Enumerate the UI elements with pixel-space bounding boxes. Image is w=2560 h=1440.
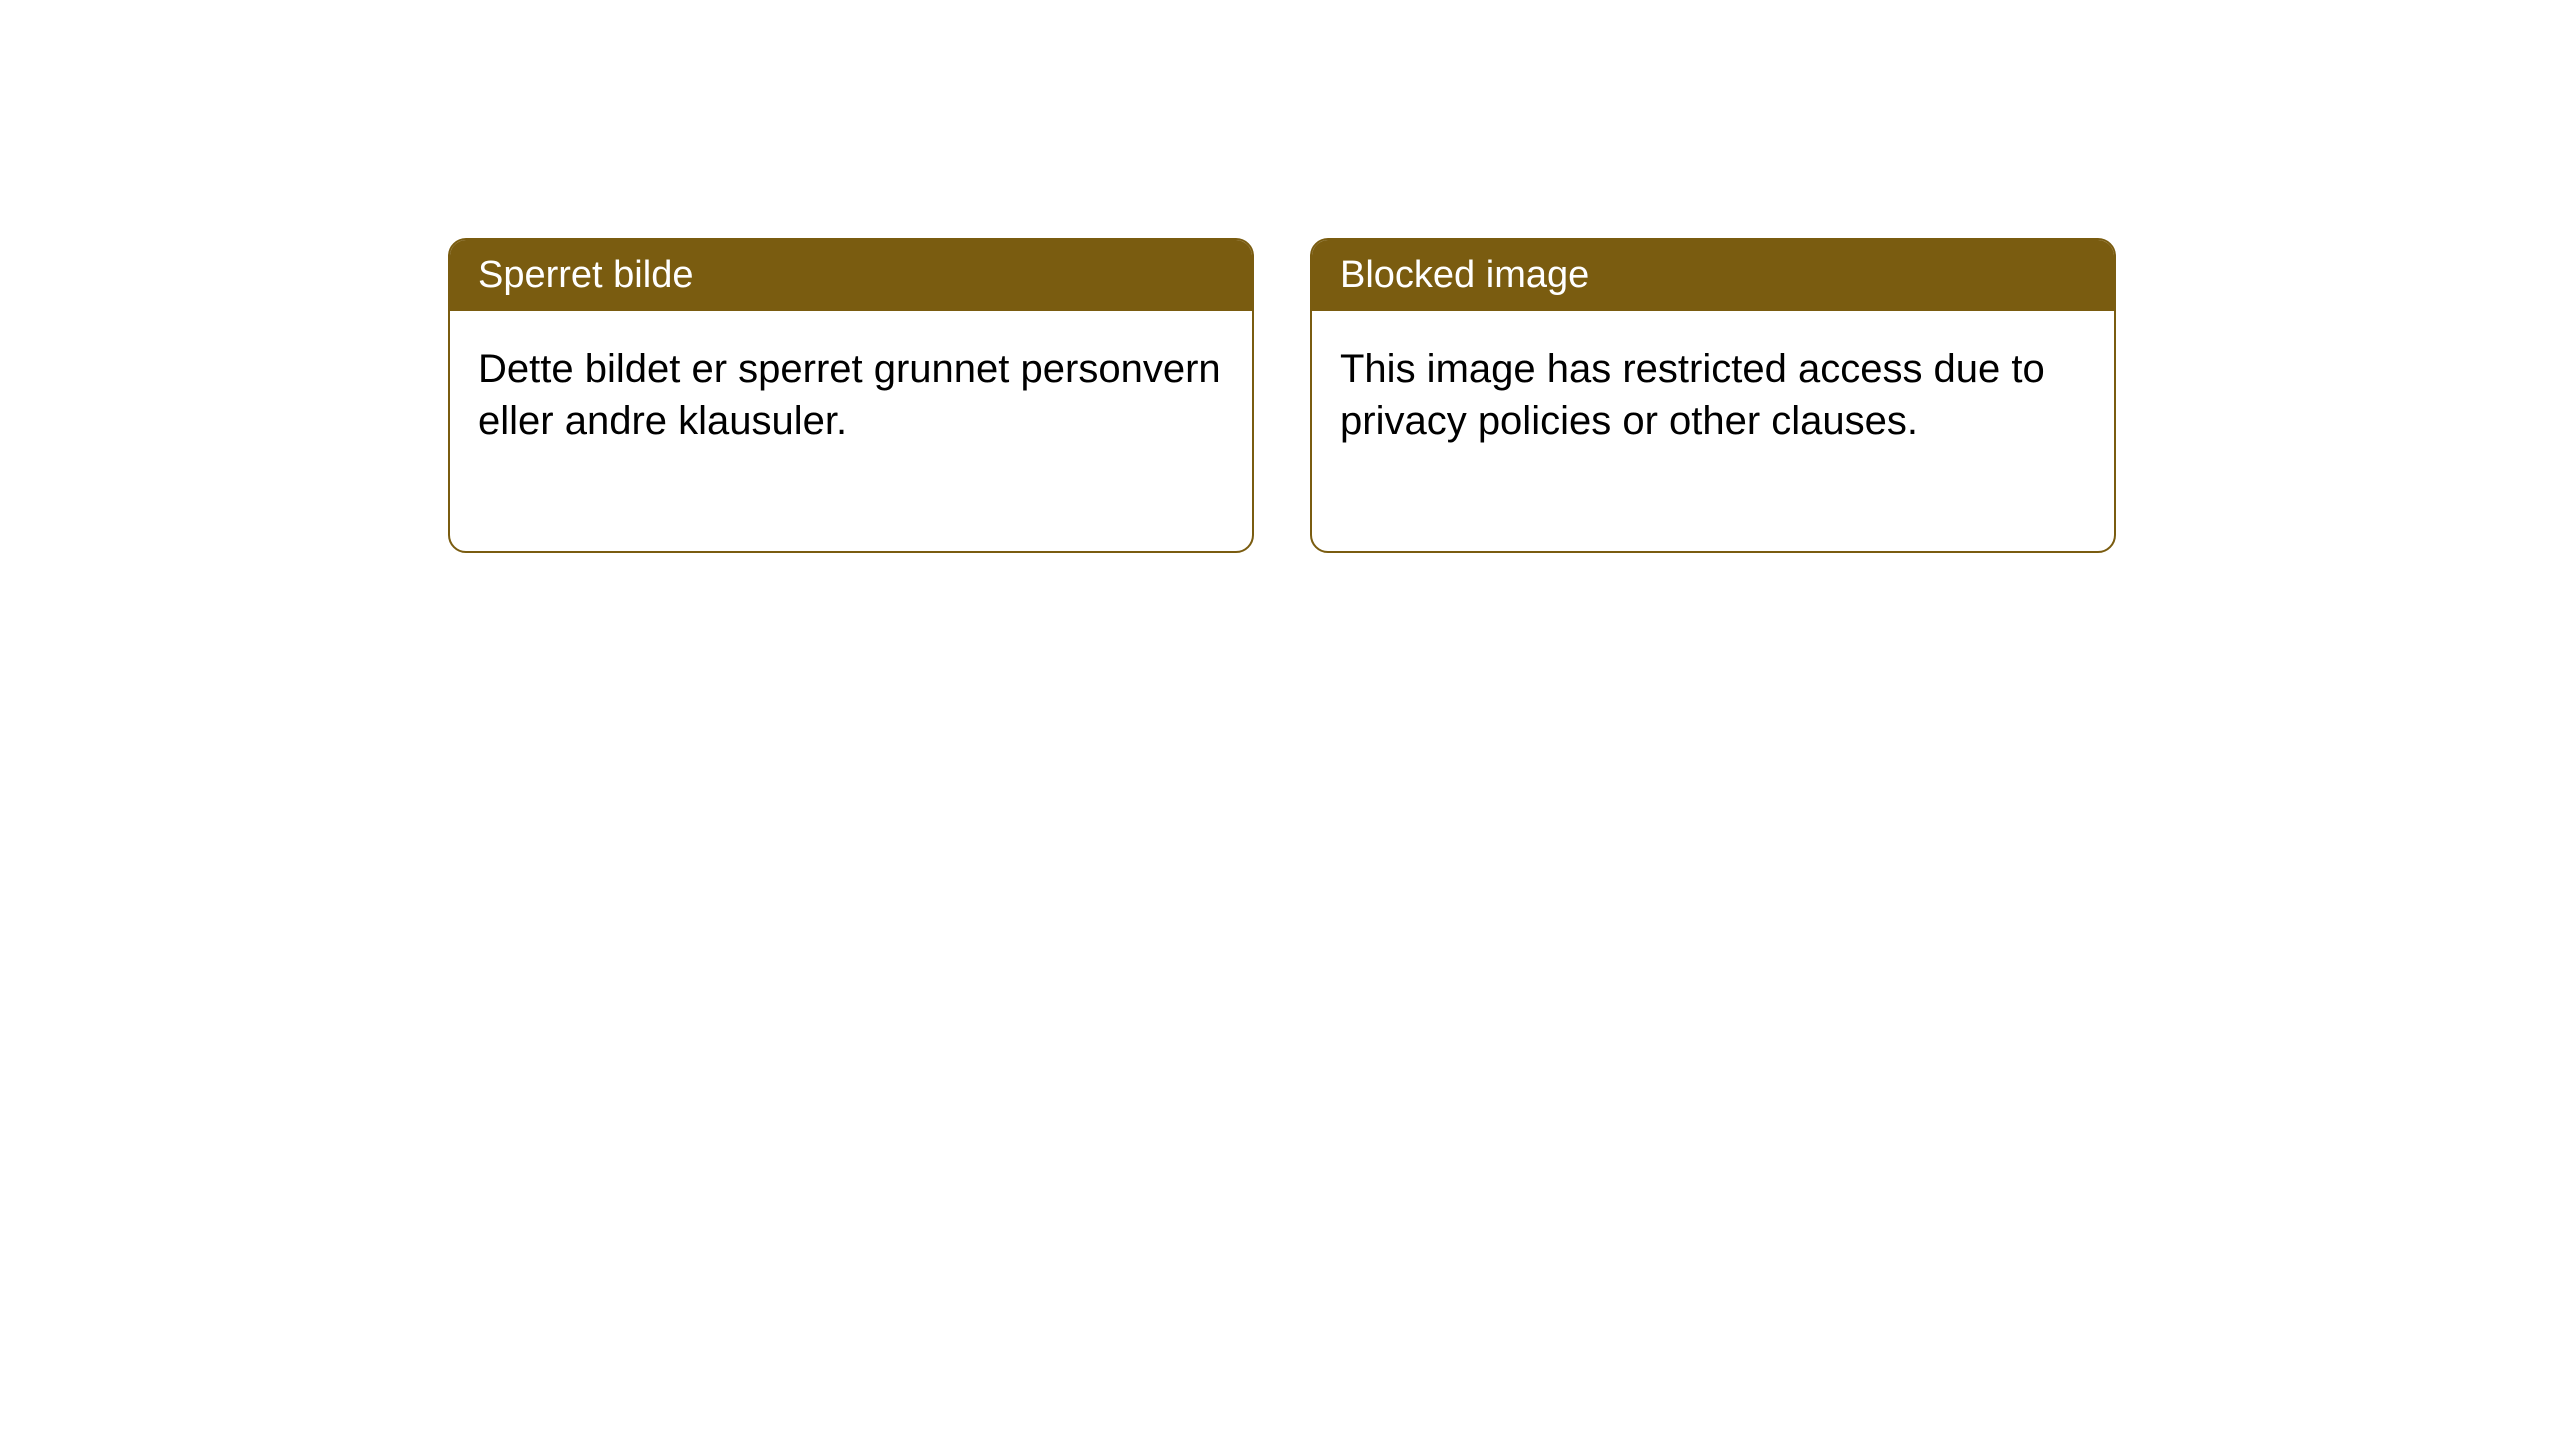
card-body-no: Dette bildet er sperret grunnet personve…	[450, 311, 1252, 551]
blocked-image-card-en: Blocked image This image has restricted …	[1310, 238, 2116, 553]
card-body-en: This image has restricted access due to …	[1312, 311, 2114, 551]
card-title-en: Blocked image	[1312, 240, 2114, 311]
card-title-no: Sperret bilde	[450, 240, 1252, 311]
blocked-image-cards: Sperret bilde Dette bildet er sperret gr…	[448, 238, 2560, 553]
blocked-image-card-no: Sperret bilde Dette bildet er sperret gr…	[448, 238, 1254, 553]
